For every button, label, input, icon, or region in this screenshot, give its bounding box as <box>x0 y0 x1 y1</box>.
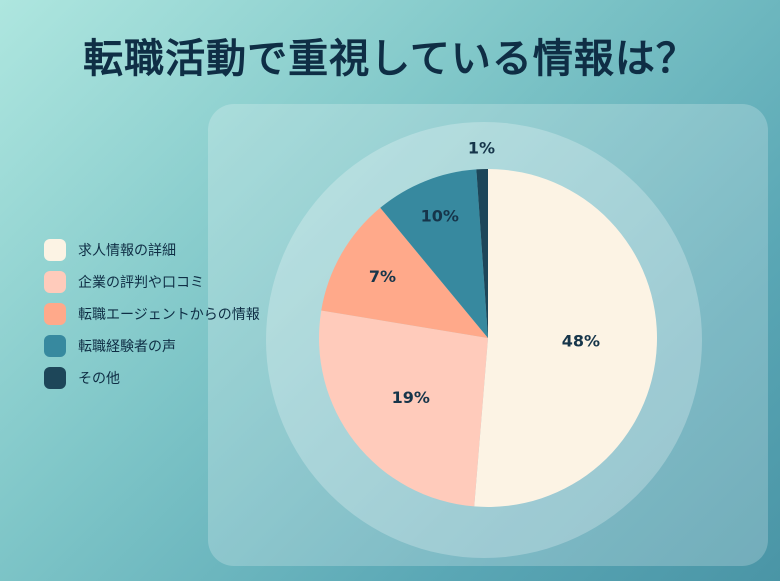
legend-item-1: 求人情報の詳細 <box>44 234 260 266</box>
pie-slice-4 <box>380 169 488 338</box>
legend-item-2: 企業の評判や口コミ <box>44 266 260 298</box>
slice-label-5: 1% <box>468 138 495 157</box>
legend-label: 転職エージェントからの情報 <box>78 307 260 323</box>
chart-title: 転職活動で重視している情報は？ <box>83 36 697 82</box>
slice-label-2: 19% <box>392 388 430 407</box>
legend-label: 求人情報の詳細 <box>78 243 176 259</box>
slice-label-1: 48% <box>562 331 600 350</box>
legend-swatch <box>44 367 66 389</box>
slice-label-3: 7% <box>369 267 396 286</box>
slice-label-4: 10% <box>421 207 459 226</box>
legend-label: その他 <box>78 371 120 387</box>
pie-slice-3 <box>321 207 488 338</box>
pie-slice-1 <box>474 169 657 508</box>
pie-slice-5 <box>476 169 488 338</box>
legend-label: 企業の評判や口コミ <box>78 275 204 291</box>
legend-item-5: その他 <box>44 362 260 394</box>
legend-item-4: 転職経験者の声 <box>44 330 260 362</box>
pie-slice-2 <box>318 310 488 507</box>
legend-label: 転職経験者の声 <box>78 339 176 355</box>
legend-swatch <box>44 271 66 293</box>
legend-swatch <box>44 239 66 261</box>
legend-item-3: 転職エージェントからの情報 <box>44 298 260 330</box>
legend-swatch <box>44 335 66 357</box>
legend: 求人情報の詳細企業の評判や口コミ転職エージェントからの情報 転職経験者の声 その他 <box>44 234 260 394</box>
legend-swatch <box>44 303 66 325</box>
